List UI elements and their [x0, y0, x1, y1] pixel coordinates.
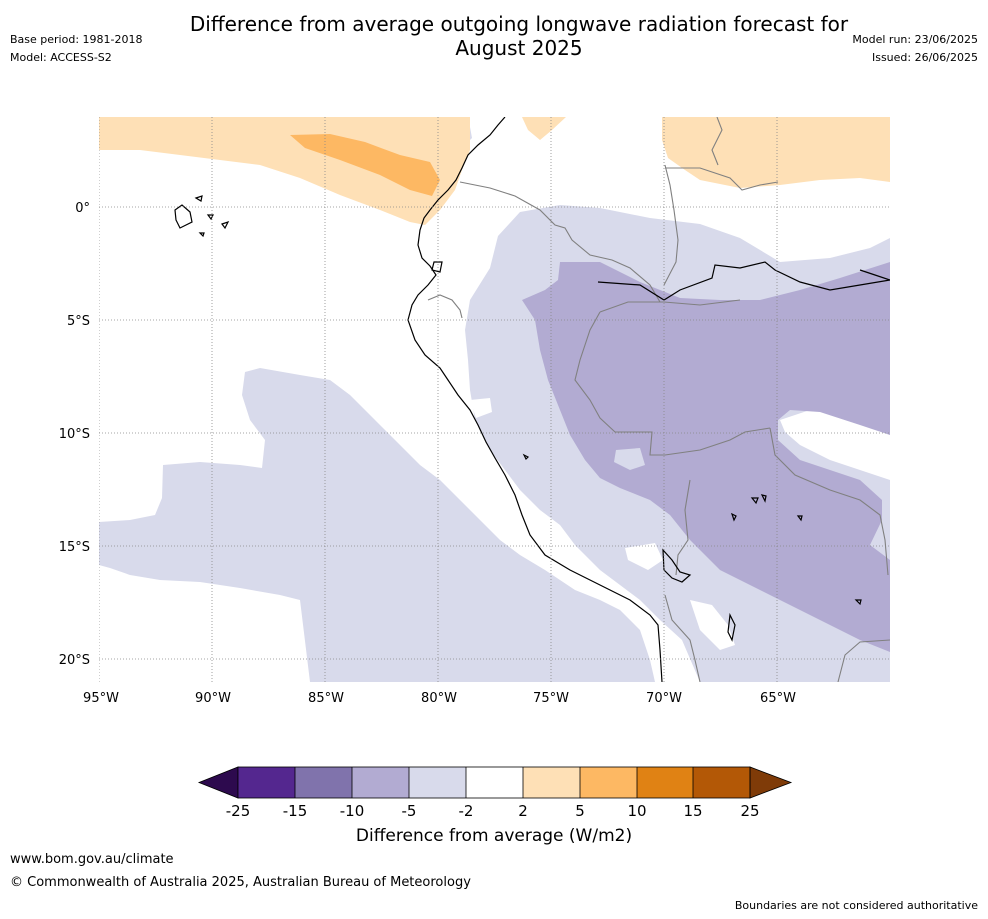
coastlines	[174, 117, 890, 682]
footer-copyright: © Commonwealth of Australia 2025, Austra…	[10, 875, 471, 890]
meta-right: Model run: 23/06/2025 Issued: 26/06/2025	[852, 31, 978, 67]
longitude-labels: 95°W 90°W 85°W 80°W 75°W 70°W 65°W	[83, 691, 796, 706]
colorbar-segment	[352, 767, 409, 798]
colorbar-segment	[523, 767, 580, 798]
colorbar-extend-high	[749, 766, 793, 799]
lat-label-15s: 15°S	[59, 540, 90, 555]
colorbar-segment	[580, 767, 637, 798]
base-period: Base period: 1981-2018	[10, 33, 143, 46]
lon-label-75w: 75°W	[533, 691, 569, 706]
colorbar-segment	[238, 767, 295, 798]
colorbar-tick: 25	[740, 802, 759, 820]
page-title: Difference from average outgoing longwav…	[150, 12, 888, 60]
lon-label-95w: 95°W	[83, 691, 119, 706]
colorbar-tick: 2	[518, 802, 528, 820]
colorbar-tick: -5	[402, 802, 417, 820]
colorbar: -25 -15 -10 -5 -2 2 5 10 15 25	[197, 766, 793, 820]
colorbar-segment	[693, 767, 750, 798]
anomaly-gap-interior	[614, 448, 645, 470]
colorbar-tick: -25	[226, 802, 251, 820]
meta-left: Base period: 1981-2018 Model: ACCESS-S2	[10, 31, 142, 67]
colorbar-label: Difference from average (W/m2)	[355, 826, 633, 846]
colorbar-segment	[295, 767, 352, 798]
anomaly-gap-coast	[470, 398, 890, 650]
lon-label-70w: 70°W	[646, 691, 682, 706]
footer-url: www.bom.gov.au/climate	[10, 852, 174, 867]
lat-label-5s: 5°S	[67, 314, 90, 329]
issued-date: Issued: 26/06/2025	[871, 51, 978, 64]
colorbar-dividers	[294, 767, 694, 798]
title-line-1: Difference from average outgoing longwav…	[189, 12, 849, 36]
colorbar-segment	[637, 767, 693, 798]
colorbar-tick: -10	[340, 802, 365, 820]
colorbar-tick: -15	[283, 802, 308, 820]
colorbar-tick: 15	[683, 802, 702, 820]
lat-label-10s: 10°S	[59, 427, 90, 442]
lat-label-20s: 20°S	[59, 653, 90, 668]
lon-label-80w: 80°W	[421, 691, 457, 706]
colorbar-extend-low	[197, 766, 239, 799]
model-name: Model: ACCESS-S2	[10, 51, 112, 64]
lat-label-0: 0°	[75, 201, 90, 216]
colorbar-segment	[466, 767, 523, 798]
colorbar-tick: 10	[627, 802, 646, 820]
colorbar-outline	[237, 766, 751, 799]
anomaly-region-neg10	[522, 262, 890, 652]
colorbar-tick: -2	[459, 802, 474, 820]
anomaly-region-neg5	[99, 126, 890, 682]
footer-note: Boundaries are not considered authoritat…	[734, 899, 978, 912]
title-line-2: August 2025	[455, 36, 583, 60]
country-borders	[427, 117, 890, 682]
colorbar-segment	[409, 767, 466, 798]
lon-label-90w: 90°W	[195, 691, 231, 706]
latitude-labels: 0° 5°S 10°S 15°S 20°S	[59, 201, 90, 668]
model-run: Model run: 23/06/2025	[852, 33, 978, 46]
anomaly-region-pos5	[290, 134, 440, 196]
gridlines	[99, 117, 890, 682]
lon-label-85w: 85°W	[308, 691, 344, 706]
anomaly-region-pos2	[99, 117, 890, 225]
colorbar-tick: 5	[575, 802, 585, 820]
lon-label-65w: 65°W	[760, 691, 796, 706]
map-area	[99, 117, 890, 682]
